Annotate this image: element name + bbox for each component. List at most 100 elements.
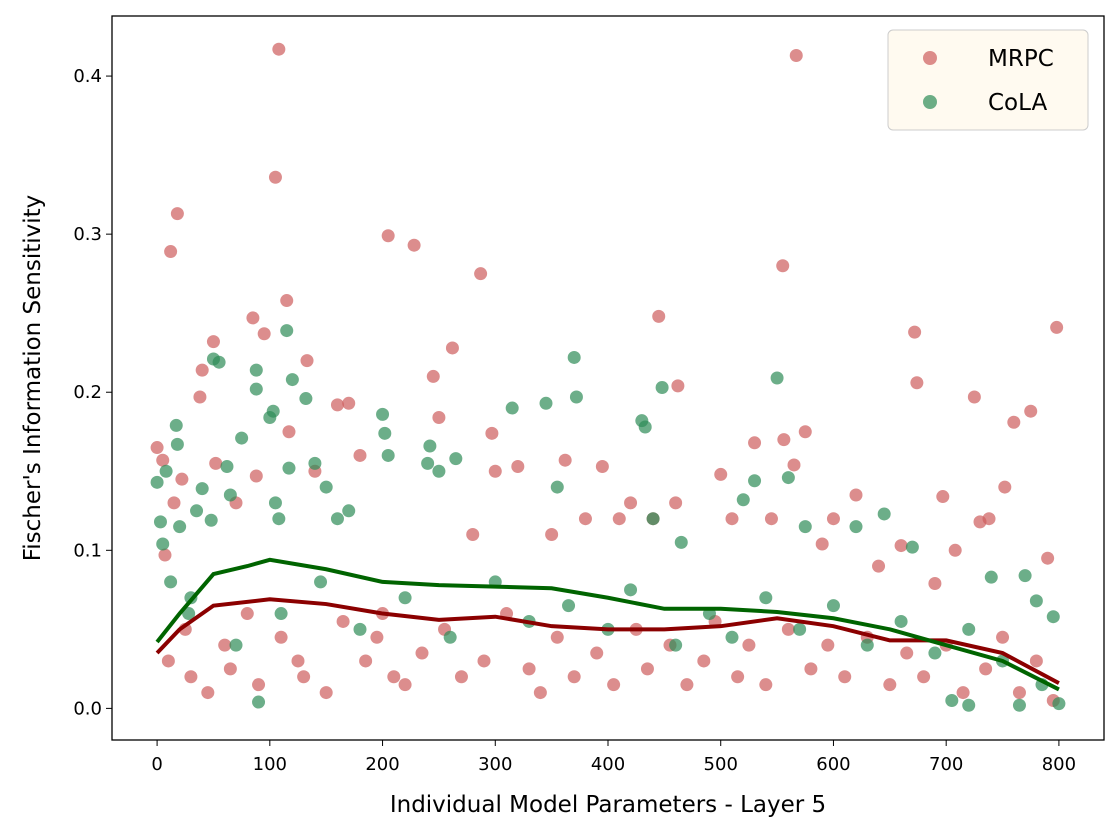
scatter-point: [378, 426, 392, 440]
scatter-point: [173, 520, 187, 534]
scatter-point: [282, 425, 296, 439]
scatter-point: [474, 267, 488, 281]
y-tick-label: 0.3: [73, 224, 102, 245]
scatter-point: [1024, 404, 1038, 418]
scatter-point: [291, 654, 305, 668]
scatter-point: [742, 638, 756, 652]
scatter-point: [353, 448, 367, 462]
scatter-point: [838, 670, 852, 684]
y-tick-label: 0.1: [73, 540, 102, 561]
scatter-point: [252, 695, 266, 709]
scatter-point: [804, 662, 818, 676]
scatter-point: [336, 614, 350, 628]
scatter-point: [877, 507, 891, 521]
scatter-point: [190, 504, 204, 518]
scatter-point: [272, 42, 286, 56]
scatter-point: [883, 678, 897, 692]
scatter-point: [789, 49, 803, 63]
scatter-point: [209, 456, 223, 470]
scatter-point: [655, 380, 669, 394]
scatter-point: [1050, 320, 1064, 334]
scatter-point: [624, 583, 638, 597]
scatter-point: [567, 350, 581, 364]
scatter-point: [445, 341, 459, 355]
scatter-point: [826, 599, 840, 613]
scatter-point: [246, 311, 260, 325]
scatter-point: [432, 464, 446, 478]
scatter-point: [297, 670, 311, 684]
trend-line: [155, 557, 1060, 692]
scatter-point: [764, 512, 778, 526]
scatter-point: [204, 513, 218, 527]
scatter-point: [454, 670, 468, 684]
scatter-point: [167, 496, 181, 510]
legend-marker: [923, 51, 937, 65]
legend-label: CoLA: [988, 90, 1047, 116]
scatter-point: [511, 460, 525, 474]
scatter-point: [787, 458, 801, 472]
scatter-point: [781, 622, 795, 636]
scatter-point: [235, 431, 249, 445]
scatter-point: [962, 622, 976, 636]
scatter-point: [646, 512, 660, 526]
scatter-point: [674, 535, 688, 549]
scatter-point: [849, 520, 863, 534]
scatter-point: [164, 245, 178, 259]
scatter-point: [562, 599, 576, 613]
scatter-point: [280, 324, 294, 338]
scatter-point: [268, 496, 282, 510]
scatter-point: [776, 259, 790, 273]
scatter-point: [485, 426, 499, 440]
scatter-point: [223, 662, 237, 676]
x-tick-label: 800: [1042, 754, 1076, 775]
scatter-point: [967, 390, 981, 404]
scatter-point: [860, 638, 874, 652]
scatter-point: [272, 512, 286, 526]
scatter-point: [894, 614, 908, 628]
scatter-point: [1029, 654, 1043, 668]
scatter-point: [184, 670, 198, 684]
scatter-point: [545, 527, 559, 541]
y-axis-label: Fischer's Information Sensitivity: [20, 195, 46, 562]
scatter-point: [982, 512, 996, 526]
scatter-point: [249, 469, 263, 483]
scatter-point: [900, 646, 914, 660]
scatter-point: [170, 437, 184, 451]
scatter-point: [607, 678, 621, 692]
scatter-point: [415, 646, 429, 660]
scatter-point: [466, 527, 480, 541]
scatter-point: [928, 577, 942, 591]
scatter-point: [1029, 594, 1043, 608]
scatter-point: [421, 456, 435, 470]
scatter-point: [759, 591, 773, 605]
x-tick-label: 0: [151, 754, 162, 775]
scatter-point: [849, 488, 863, 502]
scatter-point: [443, 630, 457, 644]
scatter-point: [956, 686, 970, 700]
scatter-point: [240, 607, 254, 621]
scatter-point: [725, 630, 739, 644]
scatter-point: [319, 686, 333, 700]
scatter-point: [821, 638, 835, 652]
scatter-point: [917, 670, 931, 684]
scatter-point: [567, 670, 581, 684]
scatter-point: [169, 418, 183, 432]
scatter-point: [330, 398, 344, 412]
scatter-point: [206, 335, 220, 349]
scatter-point: [274, 607, 288, 621]
scatter-point: [984, 570, 998, 584]
scatter-point: [669, 638, 683, 652]
scatter-point: [638, 420, 652, 434]
scatter-point: [793, 622, 807, 636]
scatter-point: [714, 467, 728, 481]
scatter-point: [736, 493, 750, 507]
scatter-point: [300, 354, 314, 368]
scatter-point: [936, 490, 950, 504]
scatter-point: [996, 630, 1010, 644]
scatter-point: [381, 229, 395, 243]
scatter-point: [285, 373, 299, 387]
x-tick-label: 600: [816, 754, 850, 775]
scatter-point: [558, 453, 572, 467]
scatter-point: [330, 512, 344, 526]
scatter-point: [748, 474, 762, 488]
